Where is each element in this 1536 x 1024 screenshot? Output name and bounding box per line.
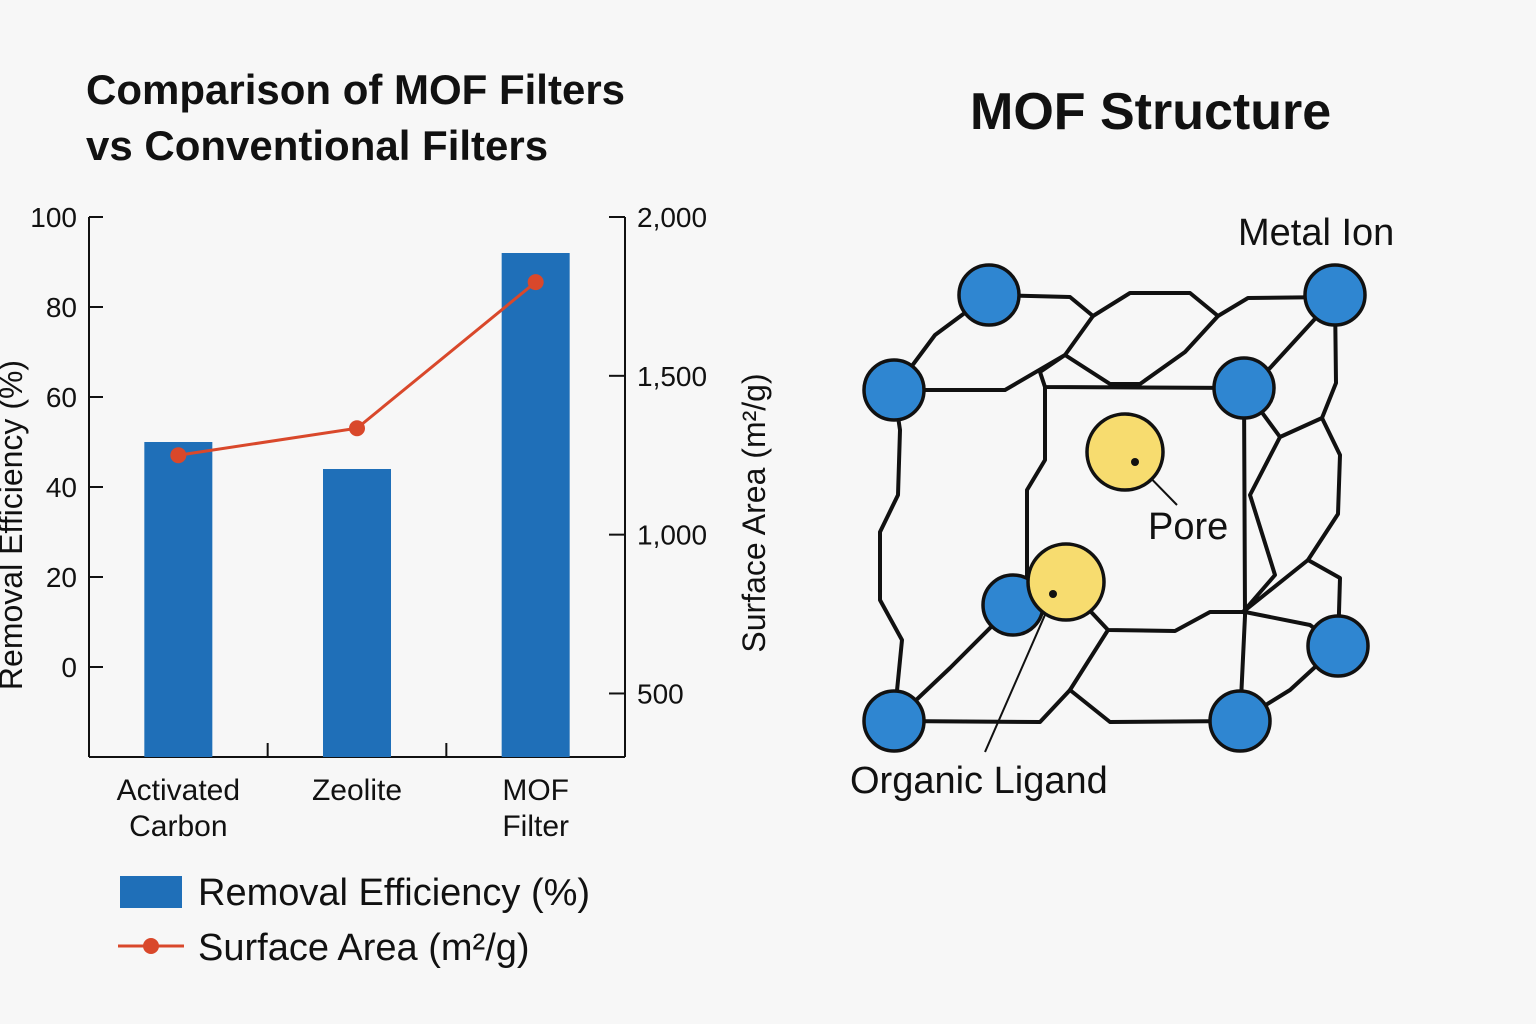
ligand-bottom-back-right (1243, 610, 1340, 648)
mof-structure-title: MOF Structure (970, 83, 1332, 141)
metal-ion-node (1306, 614, 1370, 678)
right-axis-tick-label: 2,000 (637, 202, 707, 233)
left-axis-tick-label: 100 (30, 202, 77, 233)
point-surface-area (349, 420, 365, 437)
ligand-top-front (892, 353, 1246, 392)
metal-ion-node (1212, 356, 1276, 420)
metal-ion-label: Metal Ion (1238, 212, 1394, 254)
metal-ion-node (862, 358, 926, 422)
metal-ion-node (957, 263, 1021, 327)
right-axis-title: Surface Area (m²/g) (736, 373, 772, 652)
point-surface-area (170, 447, 187, 464)
bar-removal-efficiency (501, 253, 570, 757)
x-axis-category-label: Zeolite (312, 774, 402, 807)
left-axis-tick-label: 0 (61, 652, 77, 683)
chart-legend: Removal Efficiency (%) Surface Area (m²/… (118, 872, 590, 969)
left-axis-tick-label: 60 (46, 382, 77, 413)
ligand-top-mid (1063, 314, 1220, 386)
organic-ligand-pointer-line (984, 591, 1056, 753)
ligand-inner-back-bottom (1011, 582, 1247, 633)
x-axis-category-label: Carbon (129, 810, 227, 843)
pore-node (1085, 412, 1165, 492)
ligand-right-front (1238, 386, 1247, 723)
ligand-bottom-left (892, 603, 1015, 723)
right-axis-tick-label: 500 (637, 678, 684, 709)
legend-label-surface-area: Surface Area (m²/g) (198, 927, 530, 969)
left-axis-tick-label: 20 (46, 562, 77, 593)
right-axis-tick-label: 1,500 (637, 361, 707, 392)
x-axis-category-label: Activated (117, 774, 240, 807)
left-axis-tick-label: 40 (46, 472, 77, 503)
organic-ligand-network (878, 291, 1342, 724)
right-axis-tick-label: 1,000 (637, 520, 707, 551)
pore-pointer-line (1134, 461, 1178, 506)
metal-ion-node (1303, 263, 1367, 327)
ligand-top-left (892, 293, 991, 392)
chart-title: Comparison of MOF Filters vs Conventiona… (86, 62, 625, 174)
left-axis-tick-label: 80 (46, 292, 77, 323)
left-axis-title: Removal Efficiency (%) (0, 360, 29, 690)
ligand-right-back (1306, 295, 1342, 648)
organic-ligand-label: Organic Ligand (850, 760, 1108, 802)
metal-ion-node (862, 689, 926, 753)
ligand-inner-back-left (1011, 385, 1047, 607)
bar-removal-efficiency (144, 442, 213, 757)
pointer-dots (1049, 458, 1139, 598)
pores (1026, 412, 1165, 622)
metal-ions (862, 263, 1370, 753)
ligand-top-right (1242, 295, 1337, 390)
pore-node (1026, 542, 1106, 622)
point-surface-area (527, 274, 544, 291)
ligand-top-back (987, 291, 1337, 318)
ligand-bottom-right (1238, 644, 1340, 723)
ligand-bottom-front (892, 688, 1242, 724)
x-axis-category-label: Filter (502, 810, 569, 843)
pore-pointer-dot (1131, 458, 1139, 466)
ligand-right-mid (1241, 416, 1324, 614)
legend-swatch-efficiency (120, 876, 182, 908)
legend-swatch-surface-area-marker (143, 938, 159, 954)
organic-ligand-pointer-dot (1049, 590, 1057, 598)
metal-ion-node (981, 573, 1045, 637)
chart-title-line-2: vs Conventional Filters (86, 122, 549, 169)
ligand-right-connector (1242, 386, 1282, 439)
metal-ion-node (1208, 689, 1272, 753)
annotation-lines (984, 461, 1178, 753)
bar-removal-efficiency (323, 469, 391, 757)
x-axis-category-label: MOF (502, 774, 569, 807)
pore-label: Pore (1148, 506, 1228, 548)
chart-title-line-1: Comparison of MOF Filters (86, 66, 626, 113)
legend-label-efficiency: Removal Efficiency (%) (198, 872, 590, 914)
ligand-bottom-mid (1068, 628, 1110, 692)
chart-plot-area: 0 20 40 60 80 100 500 1,000 1,500 2,000 ActivatedC… (30, 202, 707, 843)
ligand-left-front (878, 388, 904, 723)
comparison-chart: 0 20 40 60 80 100 500 1,000 1,500 2,000 ActivatedC… (0, 202, 772, 969)
